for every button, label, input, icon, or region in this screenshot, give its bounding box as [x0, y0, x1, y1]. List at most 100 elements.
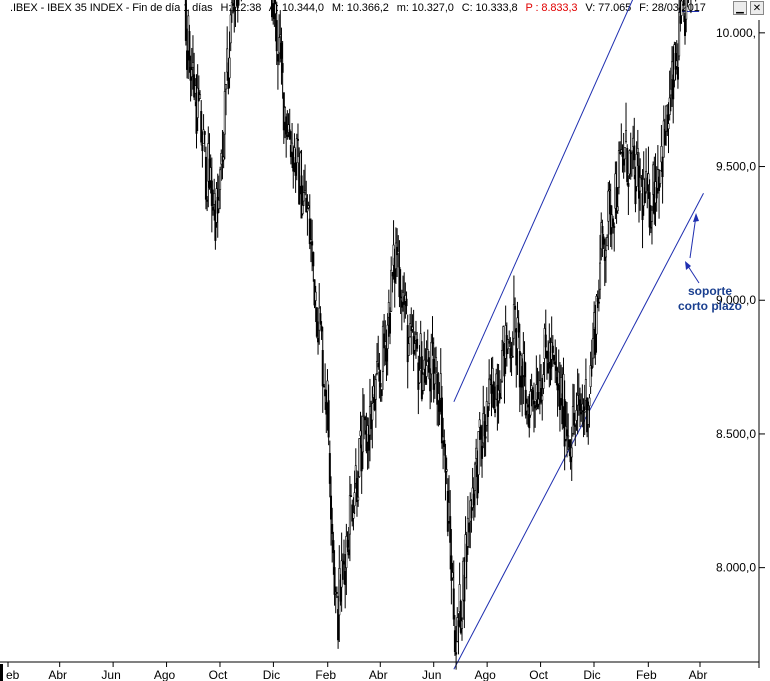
annotation-label-line1: soporte — [688, 284, 732, 298]
candle-body — [440, 397, 443, 444]
candle-body — [358, 438, 361, 477]
candle-body — [490, 384, 493, 394]
y-tick-label: 8.000,0 — [716, 561, 756, 575]
candle-body — [307, 205, 310, 209]
candle-body — [481, 445, 484, 459]
candle-body — [528, 414, 531, 429]
candle-body — [321, 350, 324, 387]
candle-body — [508, 340, 511, 344]
candle-body — [319, 313, 322, 324]
header-symbol: .IBEX - IBEX 35 INDEX - Fin de día 1 día… — [10, 2, 213, 14]
candle-body — [583, 410, 586, 413]
candle-body — [359, 430, 362, 437]
candle-body — [667, 123, 670, 130]
candle-body — [204, 156, 207, 200]
candle-body — [324, 389, 327, 397]
candle-body — [668, 97, 671, 116]
candle-body — [545, 350, 548, 359]
candle-body — [627, 183, 630, 187]
candle-body — [379, 382, 382, 388]
y-tick-label: 9.000,0 — [716, 293, 756, 307]
candle-body — [422, 374, 425, 391]
candle-body — [648, 192, 651, 228]
candle-body — [232, 3, 235, 6]
candle-body — [443, 440, 446, 447]
candle-body — [279, 34, 282, 37]
candle-body — [537, 398, 540, 405]
candle-body — [531, 390, 534, 400]
candle-body — [626, 148, 629, 182]
candle-body — [191, 62, 194, 68]
candle-body — [371, 403, 374, 421]
channel-lower-line — [453, 193, 704, 670]
candle-body — [278, 37, 281, 54]
candle-body — [312, 252, 315, 267]
x-tick-label: Jun — [422, 668, 441, 681]
candle-body — [398, 267, 401, 298]
candle-body — [377, 363, 380, 368]
y-tick-label: 9.500,0 — [716, 160, 756, 174]
candle-body — [685, 0, 688, 20]
x-tick-label: Ago — [474, 668, 496, 681]
candle-body — [445, 469, 448, 472]
candle-body — [532, 400, 535, 405]
candle-body — [596, 297, 599, 302]
candle-body — [184, 0, 187, 41]
candle-body — [433, 373, 436, 385]
candle-body — [511, 355, 514, 358]
candle-body — [468, 522, 471, 533]
candle-body — [590, 366, 593, 369]
candle-body — [612, 218, 615, 227]
candle-body — [621, 151, 624, 157]
candle-body — [449, 516, 452, 543]
header-volume: V: 77.065 — [585, 2, 632, 14]
candle-body — [478, 419, 481, 428]
candle-body — [555, 366, 558, 371]
candle-body — [340, 560, 343, 588]
candle-body — [554, 361, 557, 366]
candle-body — [224, 84, 227, 90]
candle-body — [188, 31, 191, 61]
header-p: P : 8.833,3 — [525, 2, 578, 14]
candle-body — [475, 447, 478, 459]
support-arrowhead — [685, 261, 691, 270]
candle-body — [606, 237, 609, 247]
candle-body — [378, 371, 381, 382]
candle-body — [380, 389, 383, 396]
candle-body — [628, 150, 631, 175]
candle-body — [439, 373, 442, 399]
candle-body — [458, 584, 461, 612]
candle-body — [584, 379, 587, 401]
candle-body — [384, 341, 387, 347]
candle-body — [328, 453, 331, 484]
candle-body — [477, 431, 480, 476]
close-button[interactable]: ✕ — [750, 1, 764, 15]
candle-body — [632, 137, 635, 147]
x-tick-label: Abr — [48, 668, 67, 681]
candle-body — [659, 169, 662, 184]
y-tick-label: 8.500,0 — [716, 427, 756, 441]
x-tick-label: Feb — [636, 668, 657, 681]
candle-body — [301, 205, 304, 215]
candle-body — [599, 262, 602, 290]
candle-body — [604, 250, 607, 258]
minimize-button[interactable]: ▁ — [733, 1, 747, 15]
candle-body — [357, 496, 360, 501]
candle-body — [327, 400, 330, 438]
candle-body — [363, 415, 366, 418]
candle-body — [660, 146, 663, 163]
candle-body — [295, 138, 298, 163]
candle-body — [285, 116, 288, 135]
candle-body — [501, 350, 504, 382]
candle-body — [649, 226, 652, 229]
header-close: C: 10.333,8 — [461, 2, 518, 14]
candle-body — [455, 652, 458, 655]
candle-body — [399, 296, 402, 299]
candle-body — [381, 325, 384, 372]
candle-body — [347, 549, 350, 556]
candle-body — [578, 399, 581, 411]
candle-body — [452, 588, 455, 620]
x-tick-label: Dic — [263, 668, 280, 681]
candle-body — [463, 574, 466, 602]
candle-body — [678, 12, 681, 57]
